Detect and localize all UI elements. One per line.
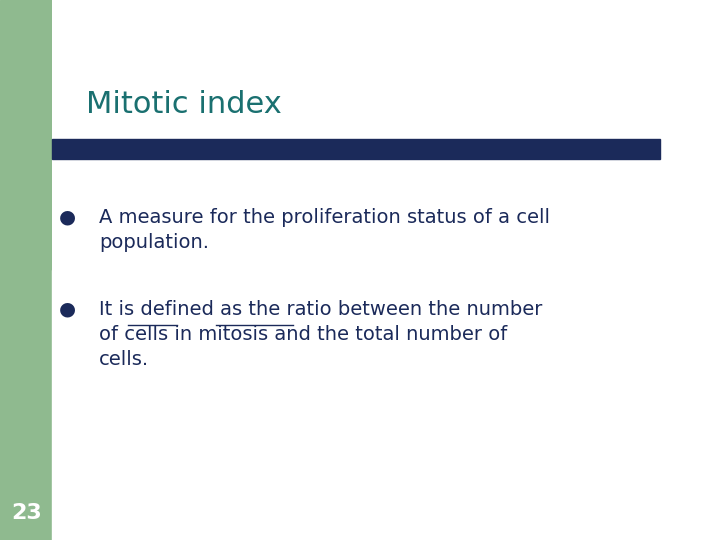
Text: A measure for the proliferation status of a cell
population.: A measure for the proliferation status o… [99, 208, 550, 252]
Bar [52, 270, 720, 540]
Text: It is defined as the ratio between the number
of cells in mitosis and the total : It is defined as the ratio between the n… [99, 300, 543, 369]
Text: Mitotic index: Mitotic index [86, 90, 282, 119]
Bar [52, 139, 660, 159]
Text: 23: 23 [11, 503, 42, 523]
Text: ●: ● [59, 208, 76, 227]
FancyBboxPatch shape [0, 0, 230, 160]
Bar [0, 0, 52, 540]
FancyBboxPatch shape [52, 0, 720, 416]
Text: ●: ● [59, 300, 76, 319]
